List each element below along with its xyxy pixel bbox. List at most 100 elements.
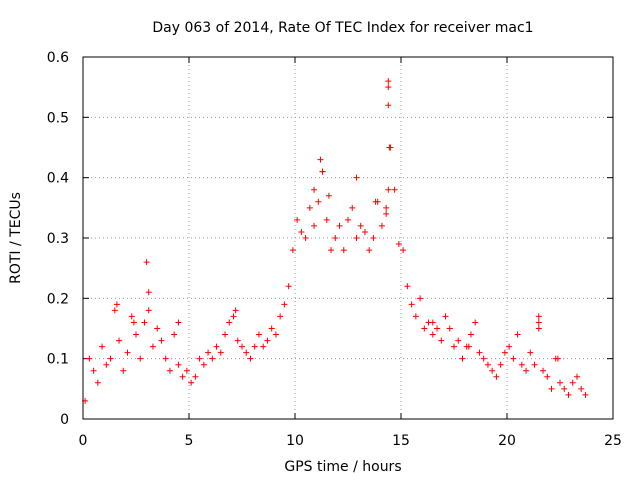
data-point <box>145 289 152 296</box>
data-point <box>243 349 250 356</box>
data-point <box>113 301 120 308</box>
data-point <box>349 204 356 211</box>
data-point <box>535 313 542 320</box>
x-tick-label: 0 <box>79 433 88 449</box>
data-point <box>434 325 441 332</box>
grid-lines <box>83 57 613 419</box>
data-point <box>217 349 224 356</box>
data-point <box>247 355 254 362</box>
data-point <box>548 385 555 392</box>
data-point <box>306 204 313 211</box>
data-point <box>395 241 402 248</box>
data-point <box>582 391 589 398</box>
data-point <box>412 313 419 320</box>
data-point <box>535 325 542 332</box>
data-point <box>171 331 178 338</box>
data-point <box>480 355 487 362</box>
data-point <box>200 361 207 368</box>
data-point <box>459 355 466 362</box>
data-point <box>251 343 258 350</box>
y-tick-label: 0.4 <box>47 171 69 187</box>
data-point <box>277 313 284 320</box>
data-point <box>175 361 182 368</box>
data-point <box>421 325 428 332</box>
data-point <box>531 361 538 368</box>
data-point <box>196 355 203 362</box>
data-point <box>429 331 436 338</box>
data-point <box>162 355 169 362</box>
data-point <box>404 283 411 290</box>
x-tick-label: 15 <box>392 433 410 449</box>
data-point <box>154 325 161 332</box>
y-tick-label: 0.2 <box>47 291 69 307</box>
data-point <box>166 367 173 374</box>
data-point <box>232 307 239 314</box>
data-point <box>255 331 262 338</box>
data-point <box>451 343 457 350</box>
y-axis-label: ROTI / TECUs <box>8 192 24 284</box>
data-point <box>467 331 474 338</box>
data-point <box>366 247 373 254</box>
data-point <box>400 247 407 254</box>
data-point <box>455 337 462 344</box>
y-tick-label: 0.1 <box>47 352 69 368</box>
data-point <box>446 325 453 332</box>
x-tick-label: 5 <box>185 433 194 449</box>
data-point <box>385 78 392 85</box>
data-point <box>222 331 229 338</box>
chart-title: Day 063 of 2014, Rate Of TEC Index for r… <box>152 20 533 36</box>
data-point <box>501 349 508 356</box>
data-point <box>573 373 580 380</box>
data-point <box>442 313 449 320</box>
data-point <box>179 373 186 380</box>
data-point <box>561 385 568 392</box>
data-point <box>417 295 424 302</box>
data-point <box>264 337 271 344</box>
data-point <box>476 349 483 356</box>
data-point <box>145 307 152 314</box>
data-point <box>192 373 199 380</box>
data-point <box>535 319 542 326</box>
data-point <box>107 355 114 362</box>
data-point <box>554 355 561 362</box>
x-tick-label: 10 <box>286 433 304 449</box>
data-point <box>209 355 216 362</box>
data-point <box>302 235 309 241</box>
data-point <box>385 186 392 193</box>
x-tick-label: 20 <box>498 433 516 449</box>
y-tick-label: 0.6 <box>47 50 69 66</box>
data-point <box>120 367 127 374</box>
data-point <box>128 313 135 320</box>
data-point <box>332 235 339 241</box>
data-point <box>317 156 324 163</box>
data-point <box>183 367 190 374</box>
data-point <box>565 391 572 398</box>
data-point <box>514 331 521 338</box>
data-point <box>315 198 322 205</box>
data-point <box>239 343 245 350</box>
y-tick-label: 0 <box>60 412 69 428</box>
data-point <box>540 367 547 374</box>
data-point <box>311 222 318 229</box>
data-point <box>484 361 491 368</box>
data-point <box>90 367 97 374</box>
data-point <box>383 204 390 211</box>
data-point <box>143 259 150 266</box>
data-point <box>465 343 472 350</box>
data-point <box>213 343 220 350</box>
data-point <box>518 361 525 368</box>
data-point <box>438 337 445 344</box>
data-point <box>506 343 513 350</box>
data-point <box>133 331 139 338</box>
data-point <box>86 355 93 362</box>
data-point <box>281 301 288 308</box>
data-point <box>289 247 296 254</box>
data-point <box>472 319 479 326</box>
data-point <box>361 228 368 235</box>
data-point <box>272 331 279 338</box>
data-point <box>325 192 332 199</box>
data-point <box>328 247 335 254</box>
data-point <box>230 313 237 320</box>
data-point <box>385 102 392 109</box>
data-point <box>385 84 392 91</box>
